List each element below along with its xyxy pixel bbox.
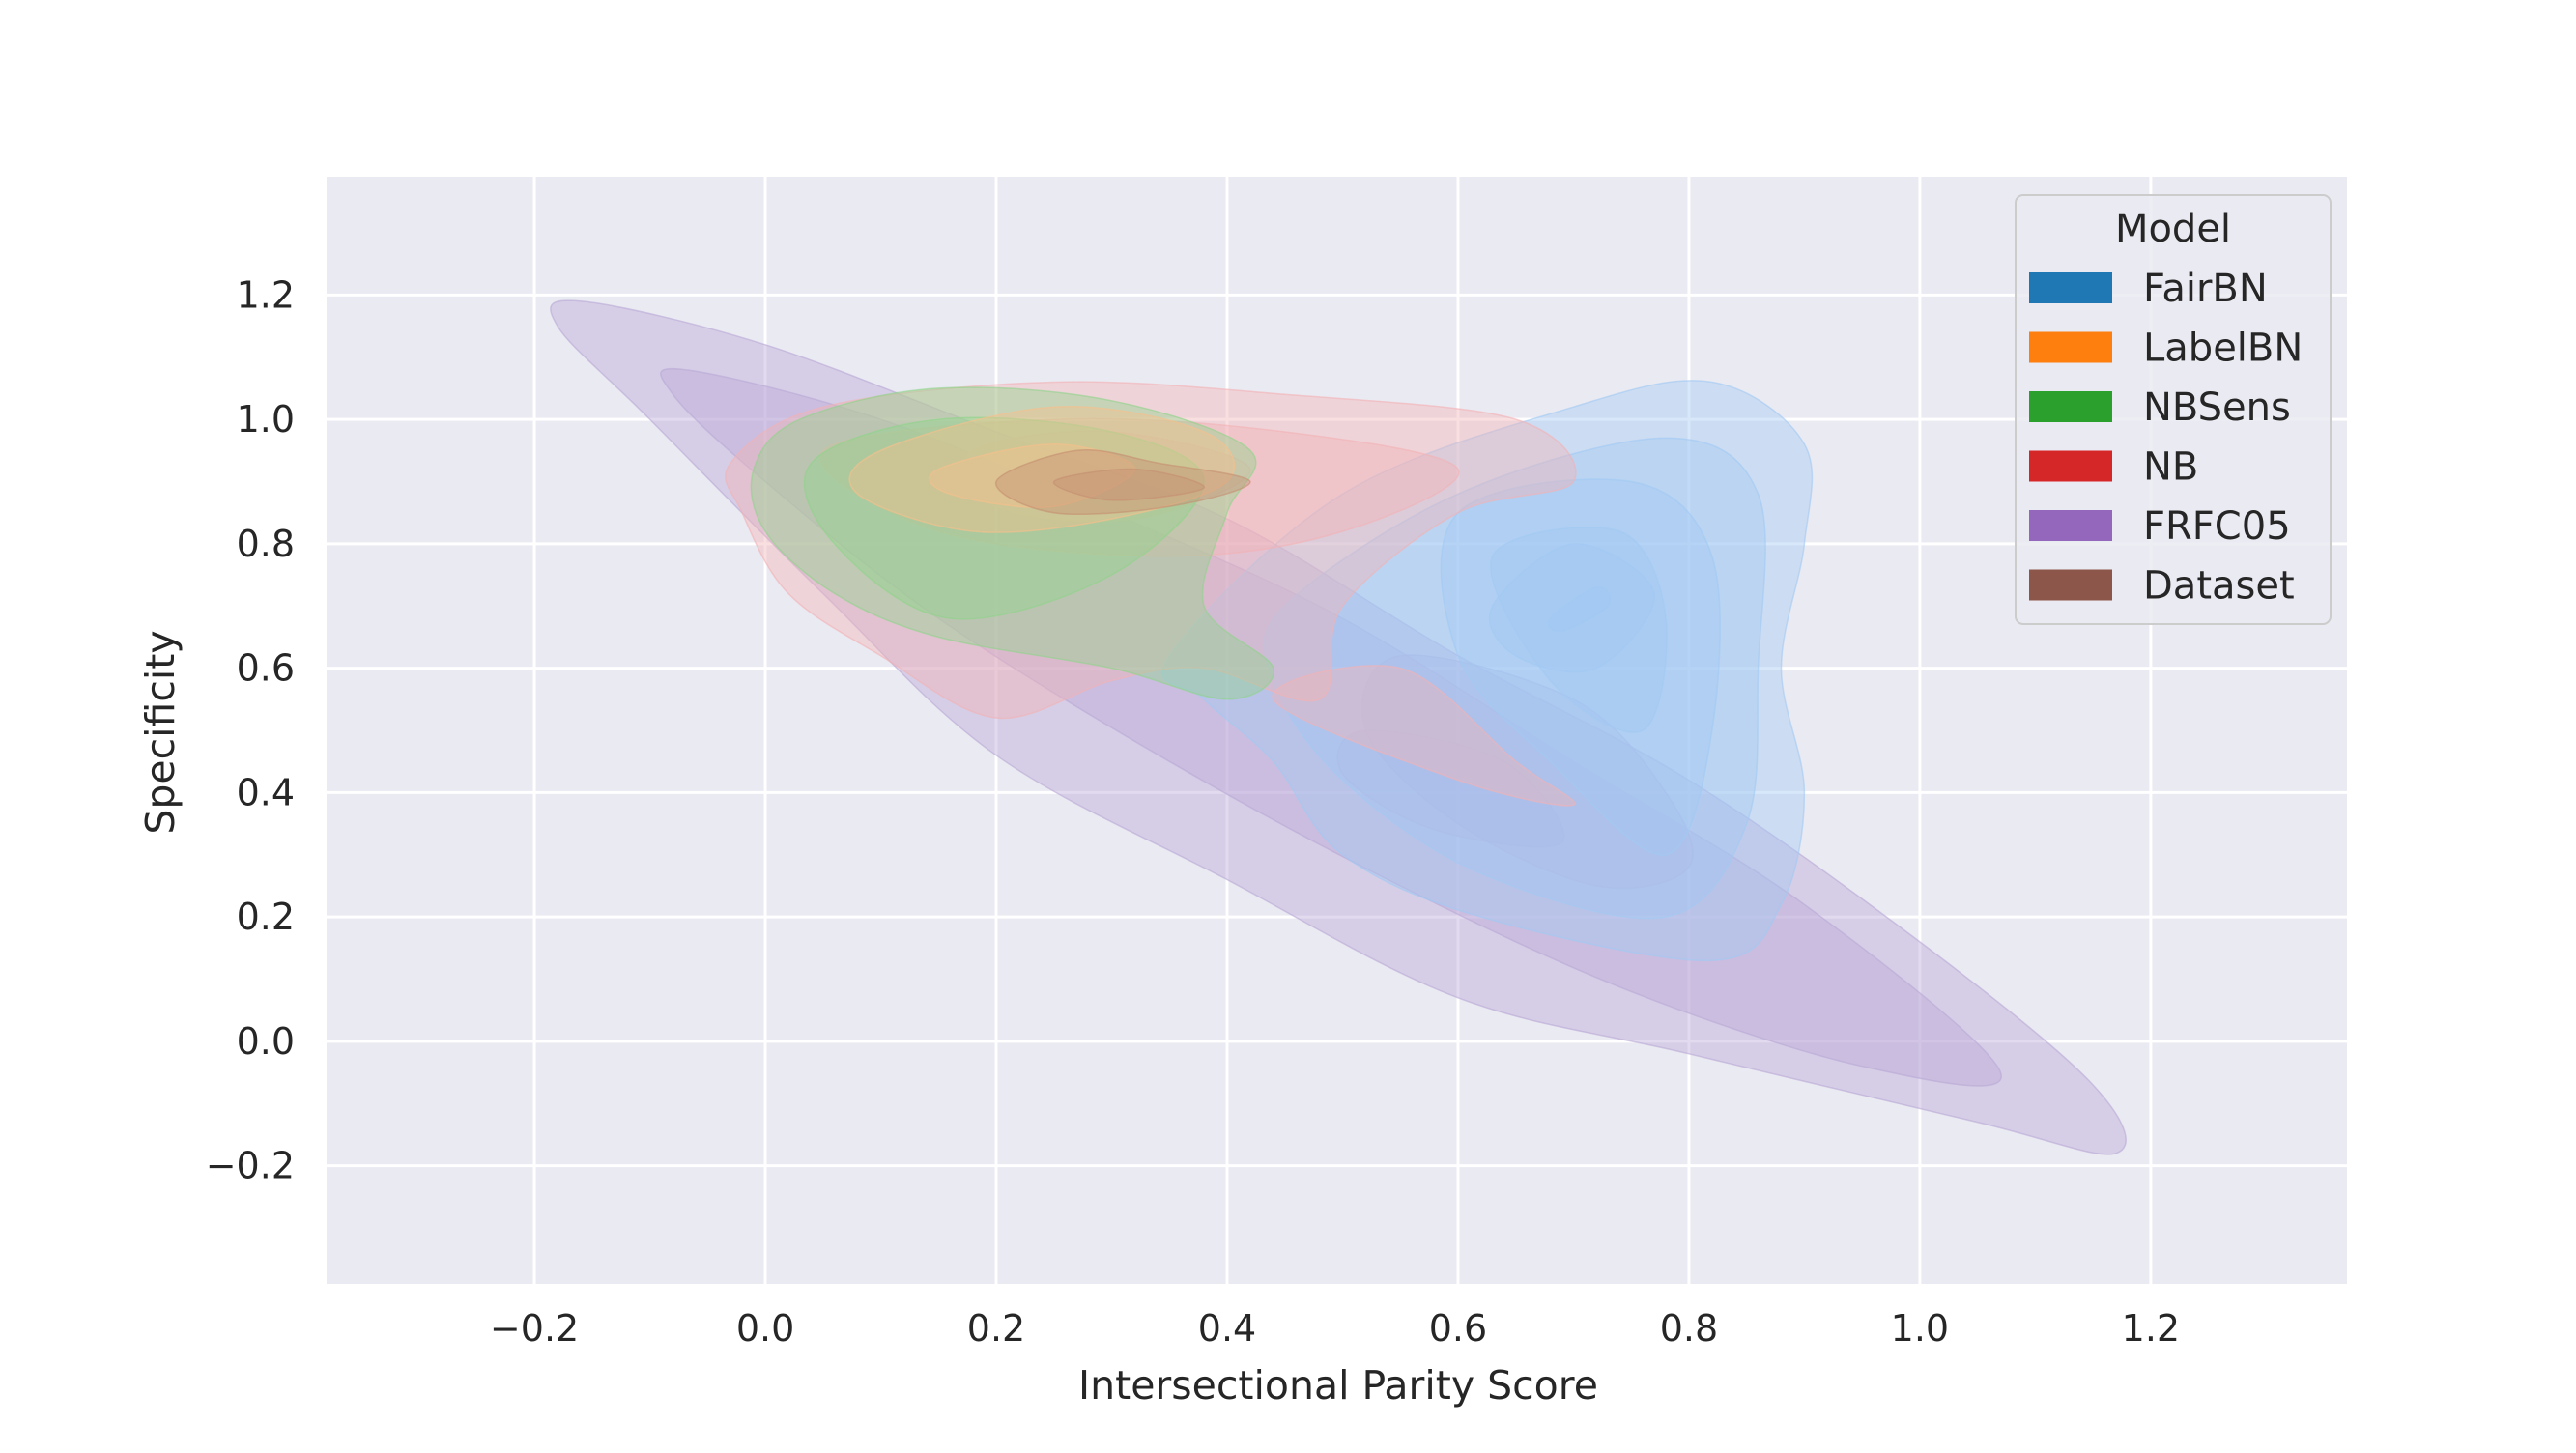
plot-background	[327, 177, 2347, 1284]
contour-nb-level-0	[725, 381, 1577, 720]
y-tick-label: 0.6	[237, 647, 295, 690]
x-axis-label: Intersectional Parity Score	[1078, 1362, 1598, 1409]
contour-fairbn-level-3	[1490, 527, 1668, 733]
y-tick-label: 0.2	[237, 896, 295, 938]
series-fairbn-density	[1161, 380, 1814, 962]
contour-frfc05-level-3	[1336, 729, 1565, 848]
legend-item-nb: NB	[2029, 445, 2198, 490]
x-tick-label: −0.2	[490, 1307, 579, 1350]
y-axis-label: Specificity	[137, 630, 184, 834]
legend-label: NB	[2143, 445, 2198, 490]
contour-dataset-level-0	[995, 448, 1251, 516]
legend-swatch	[2029, 272, 2112, 303]
legend-swatch	[2029, 391, 2112, 422]
y-tick-label: 1.0	[237, 398, 295, 441]
legend-item-fairbn: FairBN	[2029, 267, 2268, 311]
legend-entries: FairBN LabelBN NBSens NB FRFC05 Dataset	[2029, 267, 2303, 609]
legend-title: Model	[2115, 207, 2231, 251]
legend-swatch	[2029, 331, 2112, 363]
contour-dataset-level-1	[1053, 468, 1205, 501]
x-tick-label: 0.4	[1198, 1307, 1256, 1350]
legend-label: NBSens	[2143, 385, 2291, 430]
legend-label: FairBN	[2143, 267, 2268, 311]
contour-nbsens-level-1	[803, 416, 1205, 620]
legend-swatch	[2029, 510, 2112, 541]
legend-label: LabelBN	[2143, 327, 2303, 371]
series-nbsens-density	[750, 386, 1274, 700]
contour-fairbn-level-2	[1440, 478, 1721, 856]
series-labelbn-density	[848, 406, 1236, 533]
x-tick-label: 0.6	[1429, 1307, 1487, 1350]
contour-nbsens-level-0	[750, 386, 1274, 700]
contour-fairbn-level-0	[1161, 380, 1814, 962]
series-nb-density	[725, 381, 1577, 807]
x-tick-label: 1.0	[1891, 1307, 1949, 1350]
x-tick-label: 0.2	[967, 1307, 1025, 1350]
legend-item-nbsens: NBSens	[2029, 385, 2291, 430]
contour-labelbn-level-0	[848, 406, 1236, 533]
contour-fairbn-level-4	[1488, 543, 1655, 673]
y-tick-label: 0.0	[237, 1020, 295, 1063]
y-tick-label: −0.2	[206, 1145, 295, 1187]
contour-nb-level-3	[1272, 665, 1576, 807]
legend-label: FRFC05	[2143, 504, 2291, 549]
legend: Model FairBN LabelBN NBSens NB FRFC05 Dataset	[2015, 194, 2332, 625]
contour-layer	[550, 299, 2127, 1155]
x-tick-labels: −0.2 0.0 0.2 0.4 0.6 0.8 1.0 1.2	[490, 1307, 2180, 1350]
legend-item-labelbn: LabelBN	[2029, 327, 2303, 371]
y-tick-labels: −0.2 0.0 0.2 0.4 0.6 0.8 1.0 1.2	[206, 273, 295, 1186]
x-tick-label: 0.0	[736, 1307, 794, 1350]
legend-swatch	[2029, 569, 2112, 601]
y-tick-label: 0.8	[237, 523, 295, 565]
series-frfc05-density	[550, 299, 2127, 1155]
contour-fairbn-level-1	[1263, 437, 1766, 920]
y-tick-label: 1.2	[237, 273, 295, 316]
series-dataset-density	[995, 448, 1251, 516]
contour-frfc05-level-2	[1361, 654, 1694, 890]
x-tick-label: 1.2	[2122, 1307, 2180, 1350]
contour-frfc05-level-0	[550, 299, 2127, 1155]
contour-nb-level-1	[819, 417, 1460, 557]
contour-fairbn-level-5	[1547, 586, 1612, 633]
legend-swatch	[2029, 450, 2112, 482]
x-tick-label: 0.8	[1660, 1307, 1718, 1350]
y-tick-label: 0.4	[237, 771, 295, 813]
contour-labelbn-level-1	[929, 443, 1136, 508]
legend-label: Dataset	[2143, 564, 2295, 609]
legend-item-dataset: Dataset	[2029, 564, 2295, 609]
legend-item-frfc05: FRFC05	[2029, 504, 2291, 549]
